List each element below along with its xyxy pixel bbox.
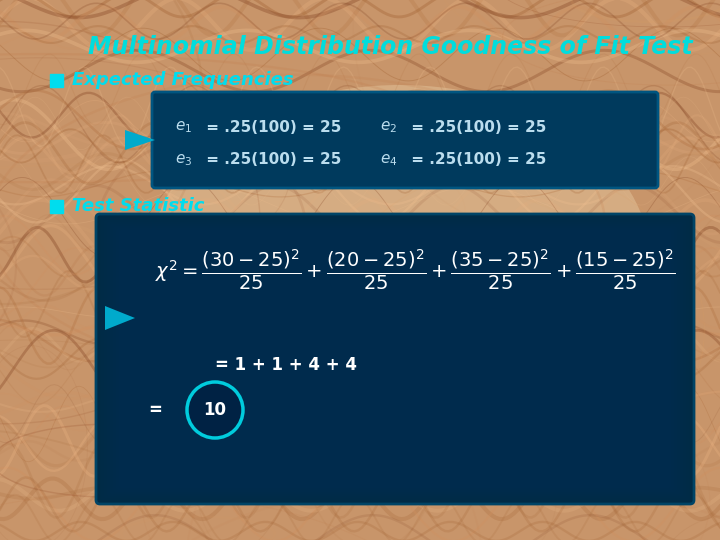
FancyBboxPatch shape <box>96 214 694 504</box>
Polygon shape <box>125 130 155 150</box>
Text: = 1 + 1 + 4 + 4: = 1 + 1 + 4 + 4 <box>215 356 357 374</box>
Text: Test Statistic: Test Statistic <box>72 197 204 215</box>
Text: $e_4$: $e_4$ <box>380 152 397 168</box>
Bar <box>50 74 63 87</box>
Circle shape <box>187 382 243 438</box>
Text: $e_2$: $e_2$ <box>380 119 397 135</box>
Text: Multinomial Distribution Goodness of Fit Test: Multinomial Distribution Goodness of Fit… <box>88 35 693 59</box>
FancyBboxPatch shape <box>152 92 658 188</box>
Text: =: = <box>148 401 162 419</box>
Text: $e_3$: $e_3$ <box>175 152 192 168</box>
Ellipse shape <box>150 85 650 435</box>
Text: 10: 10 <box>204 401 227 419</box>
Text: = .25(100) = 25: = .25(100) = 25 <box>201 119 341 134</box>
Text: = .25(100) = 25: = .25(100) = 25 <box>406 119 546 134</box>
Bar <box>50 200 63 213</box>
Text: = .25(100) = 25: = .25(100) = 25 <box>201 152 341 167</box>
Text: = .25(100) = 25: = .25(100) = 25 <box>406 152 546 167</box>
Text: $e_1$: $e_1$ <box>175 119 192 135</box>
Text: $\chi^2 = \dfrac{(30-25)^2}{25}+\dfrac{(20-25)^2}{25}+\dfrac{(35-25)^2}{25}+\dfr: $\chi^2 = \dfrac{(30-25)^2}{25}+\dfrac{(… <box>155 247 675 293</box>
Text: Expected Frequencies: Expected Frequencies <box>72 71 294 89</box>
Polygon shape <box>105 306 135 330</box>
